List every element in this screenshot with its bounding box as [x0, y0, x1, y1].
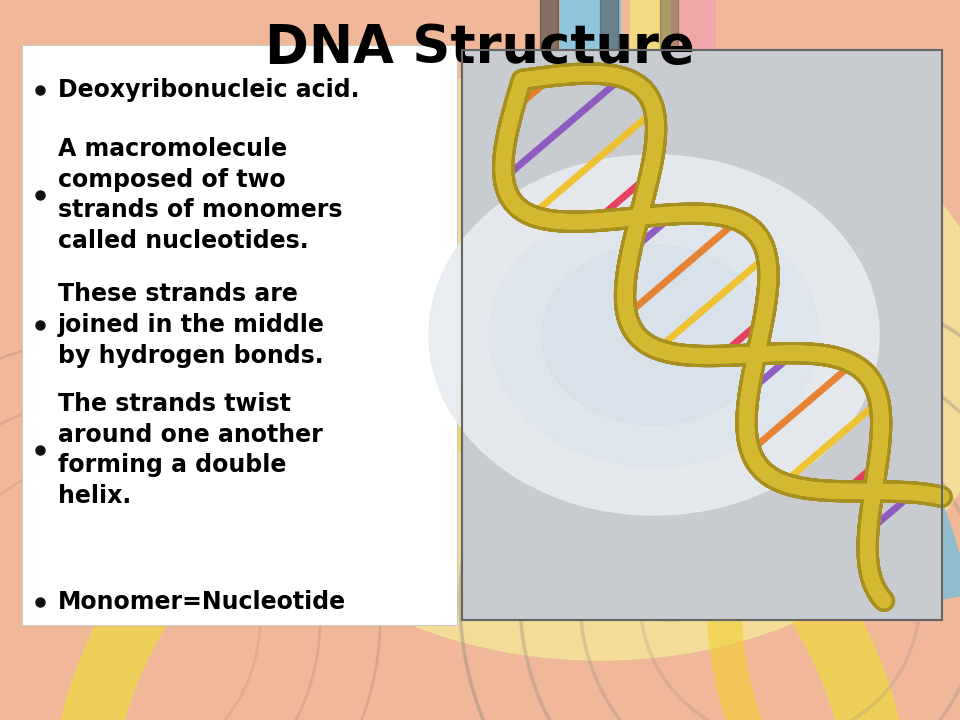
Ellipse shape: [200, 60, 960, 660]
Bar: [540, 0, 558, 520]
Bar: [660, 0, 678, 620]
Bar: [462, 50, 942, 620]
Text: Deoxyribonucleic acid.: Deoxyribonucleic acid.: [58, 78, 359, 102]
Ellipse shape: [429, 155, 879, 515]
Text: The strands twist
around one another
forming a double
helix.: The strands twist around one another for…: [58, 392, 323, 508]
Text: A macromolecule
composed of two
strands of monomers
called nucleotides.: A macromolecule composed of two strands …: [58, 137, 343, 253]
Bar: [462, 50, 942, 620]
Text: These strands are
joined in the middle
by hydrogen bonds.: These strands are joined in the middle b…: [58, 282, 324, 368]
Bar: [22, 45, 457, 625]
Text: Monomer=Nucleotide: Monomer=Nucleotide: [58, 590, 347, 614]
Bar: [630, 0, 670, 370]
Bar: [600, 0, 618, 570]
Bar: [560, 0, 620, 320]
Text: DNA Structure: DNA Structure: [265, 22, 695, 74]
Ellipse shape: [489, 203, 819, 467]
Ellipse shape: [541, 245, 766, 425]
Bar: [680, 0, 715, 420]
